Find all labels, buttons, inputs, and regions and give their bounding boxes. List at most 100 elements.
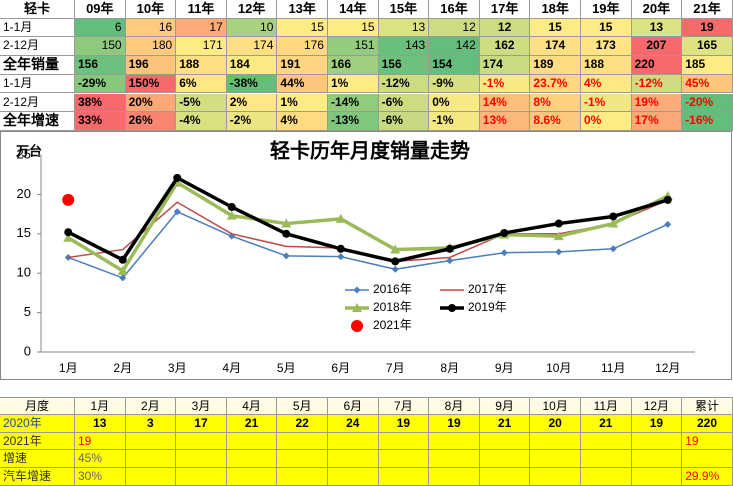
table-cell bbox=[429, 432, 480, 451]
data-point bbox=[554, 219, 563, 228]
table-cell: 17 bbox=[176, 18, 227, 38]
table-cell bbox=[378, 468, 430, 486]
y-tick-label: 10 bbox=[17, 265, 31, 280]
y-axis-label: 万台 bbox=[15, 143, 42, 158]
series-line bbox=[67, 210, 669, 279]
chart-title: 轻卡历年月度销量走势 bbox=[270, 138, 470, 162]
table-cell: 21 bbox=[581, 414, 632, 433]
data-point bbox=[173, 208, 181, 216]
table-cell bbox=[581, 432, 632, 451]
table-cell: 6月 bbox=[328, 397, 379, 415]
table-cell: 154 bbox=[429, 56, 480, 75]
table-cell: 44% bbox=[277, 74, 328, 94]
data-point bbox=[446, 257, 454, 265]
table-cell bbox=[530, 450, 581, 469]
table-cell: 29.9% bbox=[682, 468, 733, 486]
data-point bbox=[62, 193, 75, 206]
table-cell: 166 bbox=[328, 56, 379, 75]
table-cell: 2% bbox=[226, 93, 278, 113]
table-cell: 14% bbox=[479, 93, 531, 113]
table-cell: 174 bbox=[226, 37, 278, 57]
table-cell: 18年 bbox=[530, 0, 581, 19]
table-cell: 19% bbox=[631, 93, 683, 113]
legend-marker bbox=[448, 304, 456, 312]
table-cell: 13 bbox=[631, 18, 683, 38]
table-cell: 30% bbox=[75, 468, 126, 486]
table-cell bbox=[479, 450, 531, 469]
table-cell: 15 bbox=[530, 18, 581, 38]
table-cell: 19 bbox=[682, 18, 733, 38]
table-cell: -12% bbox=[631, 74, 683, 94]
table-cell: 23.7% bbox=[530, 74, 581, 94]
table-cell: 1月 bbox=[75, 397, 126, 415]
table-cell: -16% bbox=[682, 112, 733, 131]
table-cell bbox=[125, 450, 177, 469]
table-cell: 汽车增速 bbox=[0, 468, 75, 486]
table-cell: 189 bbox=[530, 56, 581, 75]
table-cell: 0% bbox=[429, 93, 480, 113]
table-cell: 15 bbox=[277, 18, 328, 38]
table-cell: 3月 bbox=[176, 397, 227, 415]
table-cell: 45% bbox=[75, 450, 126, 469]
table-cell: 220 bbox=[682, 414, 733, 433]
table-cell: 15 bbox=[328, 18, 379, 38]
table-cell: 13% bbox=[479, 112, 531, 131]
table-cell: 6% bbox=[176, 74, 227, 94]
data-point bbox=[500, 229, 509, 238]
legend-marker bbox=[351, 320, 363, 332]
table-cell bbox=[378, 432, 430, 451]
x-tick-label: 6月 bbox=[331, 361, 350, 375]
table-cell: -12% bbox=[378, 74, 430, 94]
table-cell bbox=[226, 432, 278, 451]
table-cell: 09年 bbox=[75, 0, 126, 19]
y-tick-label: 15 bbox=[17, 225, 31, 240]
table-cell: -13% bbox=[328, 112, 379, 131]
data-point bbox=[336, 244, 345, 253]
table-cell: 171 bbox=[176, 37, 227, 57]
data-point bbox=[500, 249, 508, 257]
table-cell: -2% bbox=[226, 112, 278, 131]
table-cell: 26% bbox=[125, 112, 177, 131]
table-cell: 2020年 bbox=[0, 414, 75, 433]
legend-label: 2018年 bbox=[373, 300, 412, 314]
table-cell: 176 bbox=[277, 37, 328, 57]
table-cell: 165 bbox=[682, 37, 733, 57]
table-cell: 173 bbox=[581, 37, 632, 57]
table-cell: 0% bbox=[581, 112, 632, 131]
table-cell bbox=[176, 450, 227, 469]
table-cell: 6 bbox=[75, 18, 126, 38]
table-cell bbox=[682, 450, 733, 469]
table-cell: 13年 bbox=[277, 0, 328, 19]
table-cell: 188 bbox=[176, 56, 227, 75]
table-cell: 21 bbox=[226, 414, 278, 433]
data-point bbox=[118, 255, 127, 264]
table-cell: 184 bbox=[226, 56, 278, 75]
data-point bbox=[226, 210, 237, 220]
x-tick-label: 1月 bbox=[59, 361, 78, 375]
data-point bbox=[173, 173, 182, 182]
data-point bbox=[63, 232, 74, 242]
x-tick-label: 9月 bbox=[495, 361, 514, 375]
data-point bbox=[335, 213, 346, 223]
table-cell bbox=[226, 468, 278, 486]
table-cell bbox=[226, 450, 278, 469]
table-cell: 19 bbox=[429, 414, 480, 433]
table-cell: -1% bbox=[429, 112, 480, 131]
table-cell: 19 bbox=[631, 414, 683, 433]
table-cell: 17年 bbox=[479, 0, 531, 19]
table-cell bbox=[328, 468, 379, 486]
x-tick-label: 2月 bbox=[113, 361, 132, 375]
data-point bbox=[555, 248, 563, 256]
table-cell: 16年 bbox=[429, 0, 480, 19]
table-cell: 1% bbox=[328, 74, 379, 94]
table-cell: 174 bbox=[530, 37, 581, 57]
table-cell: 156 bbox=[75, 56, 126, 75]
data-point bbox=[390, 244, 401, 254]
data-point bbox=[553, 231, 564, 241]
table-cell: 8月 bbox=[429, 397, 480, 415]
table-cell: 13 bbox=[75, 414, 126, 433]
table-cell: 1-1月 bbox=[0, 74, 75, 94]
table-cell: 38% bbox=[75, 93, 126, 113]
table-cell: 13 bbox=[378, 18, 430, 38]
